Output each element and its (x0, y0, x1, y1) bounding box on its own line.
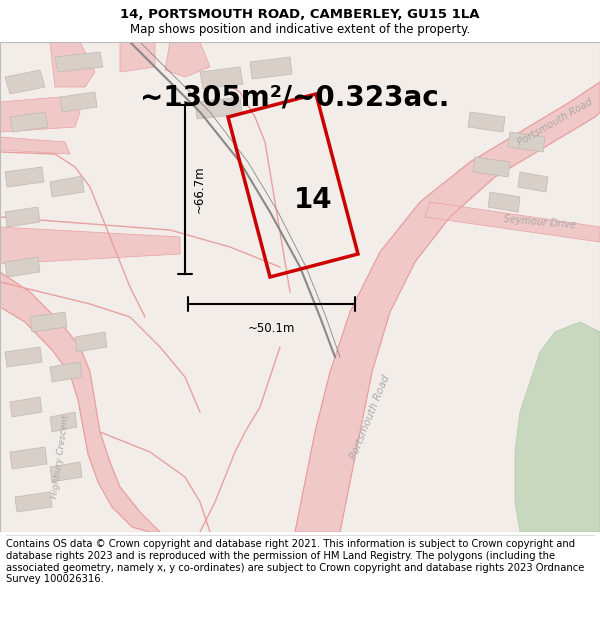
Polygon shape (468, 112, 505, 132)
Polygon shape (0, 227, 180, 264)
Polygon shape (5, 70, 45, 94)
Text: ~50.1m: ~50.1m (248, 322, 295, 335)
Polygon shape (473, 157, 510, 177)
Polygon shape (250, 57, 292, 79)
Text: 14: 14 (293, 186, 332, 214)
Text: Map shows position and indicative extent of the property.: Map shows position and indicative extent… (130, 22, 470, 36)
Polygon shape (165, 42, 210, 77)
Polygon shape (55, 52, 103, 72)
Polygon shape (5, 347, 42, 367)
Polygon shape (50, 412, 77, 432)
Polygon shape (50, 42, 95, 87)
Polygon shape (10, 447, 47, 469)
Polygon shape (15, 492, 52, 512)
Polygon shape (0, 137, 70, 154)
Text: Highbury Crescent: Highbury Crescent (50, 414, 70, 499)
Polygon shape (5, 207, 40, 227)
Text: ~66.7m: ~66.7m (193, 166, 206, 213)
Polygon shape (518, 172, 548, 192)
Polygon shape (75, 332, 107, 352)
Polygon shape (30, 312, 67, 332)
Polygon shape (508, 132, 545, 152)
Polygon shape (0, 97, 80, 132)
Polygon shape (195, 97, 242, 119)
Polygon shape (120, 42, 155, 72)
Polygon shape (488, 192, 520, 212)
Polygon shape (0, 272, 160, 532)
Text: 14, PORTSMOUTH ROAD, CAMBERLEY, GU15 1LA: 14, PORTSMOUTH ROAD, CAMBERLEY, GU15 1LA (120, 8, 480, 21)
Polygon shape (515, 322, 600, 532)
Polygon shape (5, 257, 40, 277)
Polygon shape (50, 462, 82, 482)
Text: Seymour Drive: Seymour Drive (503, 214, 577, 230)
Polygon shape (5, 167, 44, 187)
Polygon shape (295, 82, 600, 532)
Polygon shape (0, 42, 600, 532)
Text: ~1305m²/~0.323ac.: ~1305m²/~0.323ac. (140, 83, 449, 111)
Polygon shape (50, 362, 82, 382)
Polygon shape (10, 397, 42, 417)
Polygon shape (10, 112, 48, 132)
Polygon shape (60, 92, 97, 112)
Text: Portsmouth Road: Portsmouth Road (516, 96, 594, 148)
Text: Contains OS data © Crown copyright and database right 2021. This information is : Contains OS data © Crown copyright and d… (6, 539, 584, 584)
Text: Portsmouth Road: Portsmouth Road (349, 373, 392, 461)
Polygon shape (200, 67, 243, 89)
Polygon shape (50, 176, 84, 197)
Polygon shape (425, 202, 600, 242)
